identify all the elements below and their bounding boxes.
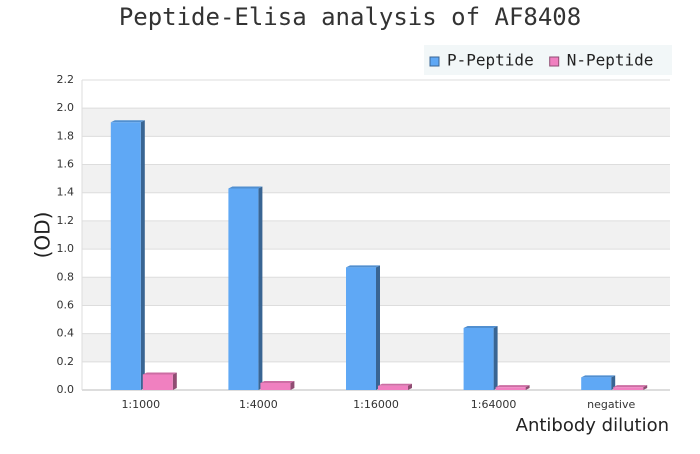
y-tick-label: 1.4: [57, 186, 75, 199]
y-tick-label: 0.6: [57, 298, 75, 311]
bar-side: [172, 372, 177, 390]
y-tick-label: 0.2: [57, 355, 75, 368]
bar: [228, 188, 259, 390]
bar-top: [378, 383, 412, 386]
legend-label: N-Peptide: [567, 51, 654, 70]
bar-side: [643, 385, 648, 390]
legend-swatch: [549, 56, 560, 67]
bar-top: [110, 120, 145, 123]
bar: [495, 387, 526, 390]
x-axis-label: Antibody dilution: [516, 415, 669, 436]
bar: [142, 374, 173, 390]
legend-swatch: [429, 56, 440, 67]
bar-side: [140, 120, 145, 390]
bar-top: [142, 372, 177, 375]
chart-title: Peptide-Elisa analysis of AF8408: [119, 3, 581, 31]
bar: [346, 267, 376, 390]
y-tick-label: 1.6: [57, 158, 75, 171]
x-tick-label: 1:4000: [239, 398, 278, 411]
y-tick-label: 0.8: [57, 270, 75, 283]
bar-top: [260, 380, 295, 383]
y-tick-label: 1.0: [57, 242, 75, 255]
bar-side: [611, 375, 616, 390]
bar-top: [346, 265, 380, 268]
grid-band: [82, 220, 670, 250]
bar: [613, 387, 644, 390]
y-tick-label: 2.0: [57, 101, 75, 114]
bar-side: [408, 383, 412, 390]
grid-band: [82, 108, 670, 137]
bar-side: [493, 326, 498, 390]
y-tick-label: 2.2: [57, 73, 75, 86]
x-tick-label: 1:16000: [353, 398, 399, 411]
bar: [581, 377, 612, 390]
bar-top: [495, 385, 530, 388]
bar-side: [290, 380, 295, 390]
bar-side: [258, 186, 263, 390]
bar-side: [376, 265, 380, 390]
bar: [378, 385, 408, 390]
y-axis-label: (OD): [31, 212, 55, 259]
bar: [110, 122, 141, 390]
y-tick-label: 1.2: [57, 214, 75, 227]
bar: [463, 328, 494, 390]
legend-label: P-Peptide: [447, 51, 534, 70]
x-tick-label: 1:64000: [471, 398, 517, 411]
bar-top: [463, 326, 498, 328]
y-tick-label: 0.0: [57, 383, 75, 396]
y-tick-label: 0.4: [57, 327, 75, 340]
bar: [260, 382, 291, 390]
grid-band: [82, 164, 670, 193]
y-tick-label: 1.8: [57, 129, 75, 142]
x-tick-label: 1:1000: [121, 398, 160, 411]
bar-side: [525, 385, 530, 390]
legend-box: [424, 45, 672, 75]
bar-top: [613, 385, 648, 388]
x-tick-label: negative: [587, 398, 635, 411]
bar-top: [581, 375, 616, 378]
bar-top: [228, 186, 263, 189]
